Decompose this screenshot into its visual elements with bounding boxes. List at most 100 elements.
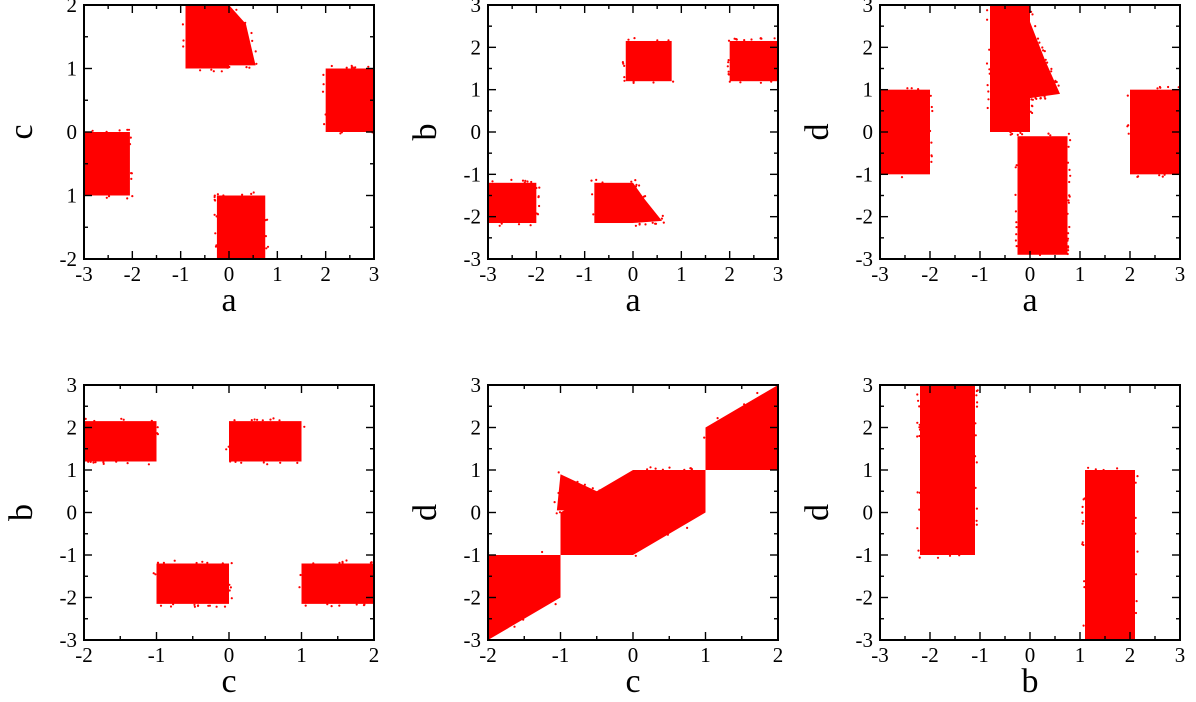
scatter-point: [1156, 87, 1159, 90]
scatter-point: [595, 178, 598, 181]
scatter-point: [250, 192, 253, 195]
scatter-point: [1081, 511, 1084, 514]
y-tick-label: 3: [471, 373, 482, 397]
y-axis-label: b: [407, 124, 444, 141]
scatter-region: [556, 474, 633, 511]
scatter-point: [773, 37, 776, 40]
scatter-point: [974, 455, 977, 458]
scatter-point: [1136, 175, 1139, 178]
scatter-point: [646, 468, 649, 471]
scatter-point: [215, 244, 218, 247]
scatter-point: [654, 222, 658, 225]
scatter-point: [623, 76, 626, 79]
scatter-point: [253, 418, 256, 421]
scatter-point: [623, 64, 626, 67]
panel-a-b: -3 -2 -1 0 1 2 3 -3 -2 -1 0 1 2 3 a b: [407, 0, 783, 319]
scatter-point: [1039, 97, 1042, 100]
scatter-point: [266, 218, 269, 221]
scatter-point: [339, 132, 342, 135]
scatter-point: [1015, 221, 1018, 224]
scatter-point: [916, 421, 919, 424]
scatter-point: [689, 467, 692, 470]
x-tick-label: 2: [724, 262, 735, 286]
scatter-point: [367, 65, 370, 68]
scatter-point: [1036, 37, 1040, 40]
scatter-point: [630, 219, 633, 222]
scatter-point: [726, 65, 729, 68]
scatter-point: [591, 487, 594, 490]
x-tick-label: 0: [224, 643, 235, 667]
scatter-point: [1028, 76, 1031, 79]
scatter-point: [631, 499, 634, 502]
scatter-point: [597, 509, 600, 512]
scatter-point: [126, 128, 129, 131]
scatter-point: [760, 37, 763, 40]
scatter-point: [266, 463, 269, 466]
scatter-point: [916, 527, 919, 530]
scatter-point: [363, 603, 366, 606]
scatter-point: [975, 507, 979, 510]
scatter-point: [1067, 249, 1070, 252]
scatter-point: [1066, 239, 1069, 242]
scatter-point: [1066, 212, 1069, 215]
scatter-point: [1014, 193, 1017, 196]
scatter-point: [234, 460, 237, 463]
scatter-point: [558, 511, 562, 514]
scatter-point: [638, 222, 641, 225]
scatter-point: [197, 1, 199, 3]
x-tick-label: 3: [1175, 643, 1186, 667]
scatter-point: [84, 417, 87, 420]
scatter-point: [107, 195, 111, 198]
scatter-point: [634, 513, 637, 516]
scatter-point: [627, 38, 630, 41]
scatter-point: [648, 502, 651, 505]
x-axis-label: a: [625, 282, 640, 319]
scatter-point: [250, 419, 253, 422]
scatter-point: [1043, 95, 1046, 98]
scatter-point: [727, 39, 731, 42]
scatter-point: [988, 68, 991, 71]
y-tick-label: -2: [464, 586, 482, 610]
scatter-point: [916, 435, 919, 438]
scatter-point: [661, 468, 665, 471]
y-tick-label: 0: [863, 501, 874, 525]
x-tick-label: 1: [700, 643, 711, 667]
scatter-point: [129, 136, 132, 139]
scatter-point: [87, 460, 90, 463]
scatter-point: [526, 180, 529, 183]
scatter-point: [576, 480, 579, 483]
scatter-point: [233, 419, 236, 422]
scatter-point: [162, 561, 165, 565]
scatter-point: [152, 572, 155, 575]
scatter-point: [1102, 468, 1105, 472]
scatter-point: [500, 222, 503, 225]
scatter-point: [147, 463, 150, 466]
scatter-point: [105, 130, 108, 133]
scatter-point: [630, 482, 633, 485]
scatter-point: [1047, 132, 1050, 135]
x-tick-label: 0: [1025, 643, 1036, 667]
scatter-point: [115, 460, 118, 463]
scatter-point: [1182, 99, 1184, 101]
x-tick-label: 1: [1075, 643, 1086, 667]
scatter-point: [918, 405, 921, 408]
scatter-point: [517, 223, 521, 226]
x-tick-label: -1: [971, 643, 989, 667]
scatter-point: [213, 194, 216, 197]
scatter-point: [1134, 611, 1138, 615]
scatter-point: [603, 490, 606, 493]
scatter-region: [625, 40, 672, 82]
scatter-point: [649, 466, 652, 469]
x-tick-label: 2: [1125, 643, 1136, 667]
scatter-region: [880, 89, 930, 175]
y-tick-label: 1: [863, 458, 874, 482]
scatter-point: [918, 556, 921, 559]
scatter-point: [131, 195, 134, 198]
scatter-point: [345, 559, 348, 562]
axis-ticks: [83, 4, 375, 260]
y-tick-label: 3: [863, 373, 874, 397]
scatter-point: [940, 382, 942, 384]
y-tick-label: -3: [464, 628, 482, 652]
scatter-points: [84, 1, 374, 259]
scatter-points: [916, 382, 1139, 640]
